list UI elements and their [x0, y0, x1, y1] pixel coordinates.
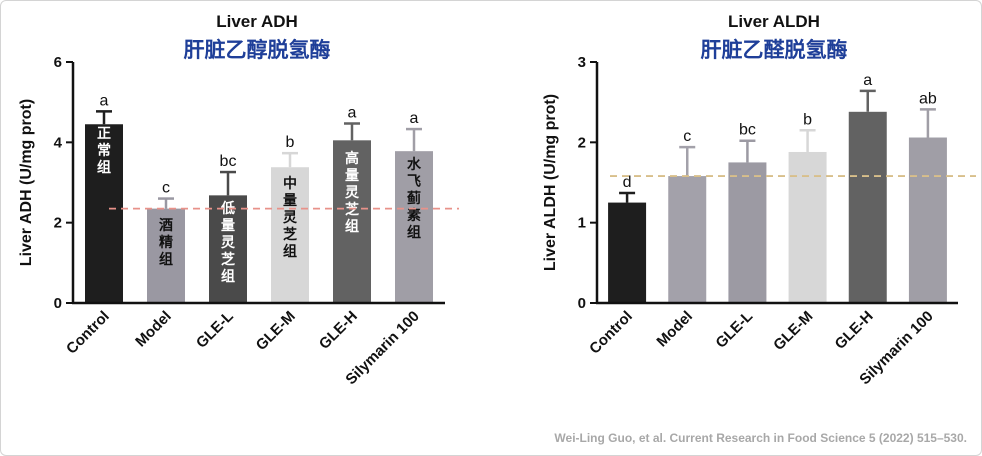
chart-liver-adh: Liver ADH 肝脏乙醇脱氢酶 Liver ADH (U/mg prot) 0 2 4…	[18, 12, 459, 388]
significance-letter: d	[623, 174, 632, 191]
x-tick-label: Control	[63, 308, 113, 358]
significance-letter: a	[100, 92, 109, 109]
x-tick-label: GLE-L	[193, 308, 237, 352]
chart-liver-aldh: Liver ALDH 肝脏乙醛脱氢酶 Liver ALDH (U/mg prot) 0…	[542, 12, 976, 388]
y-tick-label: 0	[578, 295, 586, 312]
x-tick-label: Model	[653, 308, 696, 351]
x-tick-label: Control	[586, 308, 636, 358]
x-tick-label: GLE-M	[770, 308, 816, 354]
chart-title: Liver ALDH	[728, 12, 820, 31]
bar-annotation: 正常组	[97, 126, 111, 176]
chart-title: Liver ADH	[216, 12, 298, 31]
bar-gle-m	[271, 167, 309, 303]
x-tick-label: GLE-H	[832, 308, 877, 353]
y-tick-label: 2	[54, 215, 62, 232]
y-tick-label: 6	[54, 54, 62, 71]
significance-letter: a	[410, 110, 419, 127]
significance-letter: bc	[739, 122, 756, 139]
chart-subtitle: 肝脏乙醛脱氢酶	[701, 38, 848, 62]
bar-silymarin-100	[908, 137, 947, 303]
bar-gle-m	[788, 151, 827, 303]
significance-letter: c	[683, 128, 691, 145]
bar-gle-h	[848, 111, 887, 303]
x-tick-label: Model	[132, 308, 175, 351]
significance-letter: b	[803, 111, 812, 128]
bar-annotation: 高量灵芝组	[345, 150, 360, 235]
chart-subtitle: 肝脏乙醇脱氢酶	[184, 38, 331, 62]
bar-annotation: 中量灵芝组	[283, 175, 298, 260]
bar-control	[85, 124, 123, 303]
significance-letter: a	[348, 104, 357, 121]
x-tick-label: GLE-M	[253, 308, 299, 354]
bar-gle-l	[209, 195, 247, 303]
y-tick-label: 4	[54, 134, 63, 151]
y-axis-label: Liver ADH (U/mg prot)	[18, 99, 35, 266]
significance-letter: c	[162, 180, 170, 197]
significance-letter: a	[863, 72, 872, 89]
y-tick-label: 0	[54, 295, 62, 312]
bar-gle-h	[333, 140, 371, 303]
significance-letter: ab	[919, 90, 937, 107]
y-axis-label: Liver ALDH (U/mg prot)	[542, 94, 559, 271]
citation-text: Wei-Ling Guo, et al. Current Research in…	[554, 431, 967, 445]
bar-gle-l	[728, 162, 767, 303]
y-tick-label: 2	[578, 134, 586, 151]
y-tick-label: 1	[578, 215, 586, 232]
bar-model	[147, 208, 185, 303]
bar-model	[668, 176, 707, 303]
bar-silymarin-100	[395, 151, 433, 303]
x-tick-label: GLE-L	[712, 308, 756, 352]
significance-letter: bc	[220, 153, 237, 170]
x-tick-label: GLE-H	[316, 308, 361, 353]
y-tick-label: 3	[578, 54, 586, 71]
significance-letter: b	[286, 134, 295, 151]
bar-annotation: 酒精组	[159, 218, 173, 268]
bar-annotation: 水飞蓟素组	[406, 156, 422, 241]
bar-annotation: 低量灵芝组	[220, 200, 236, 285]
bar-control	[608, 202, 647, 303]
